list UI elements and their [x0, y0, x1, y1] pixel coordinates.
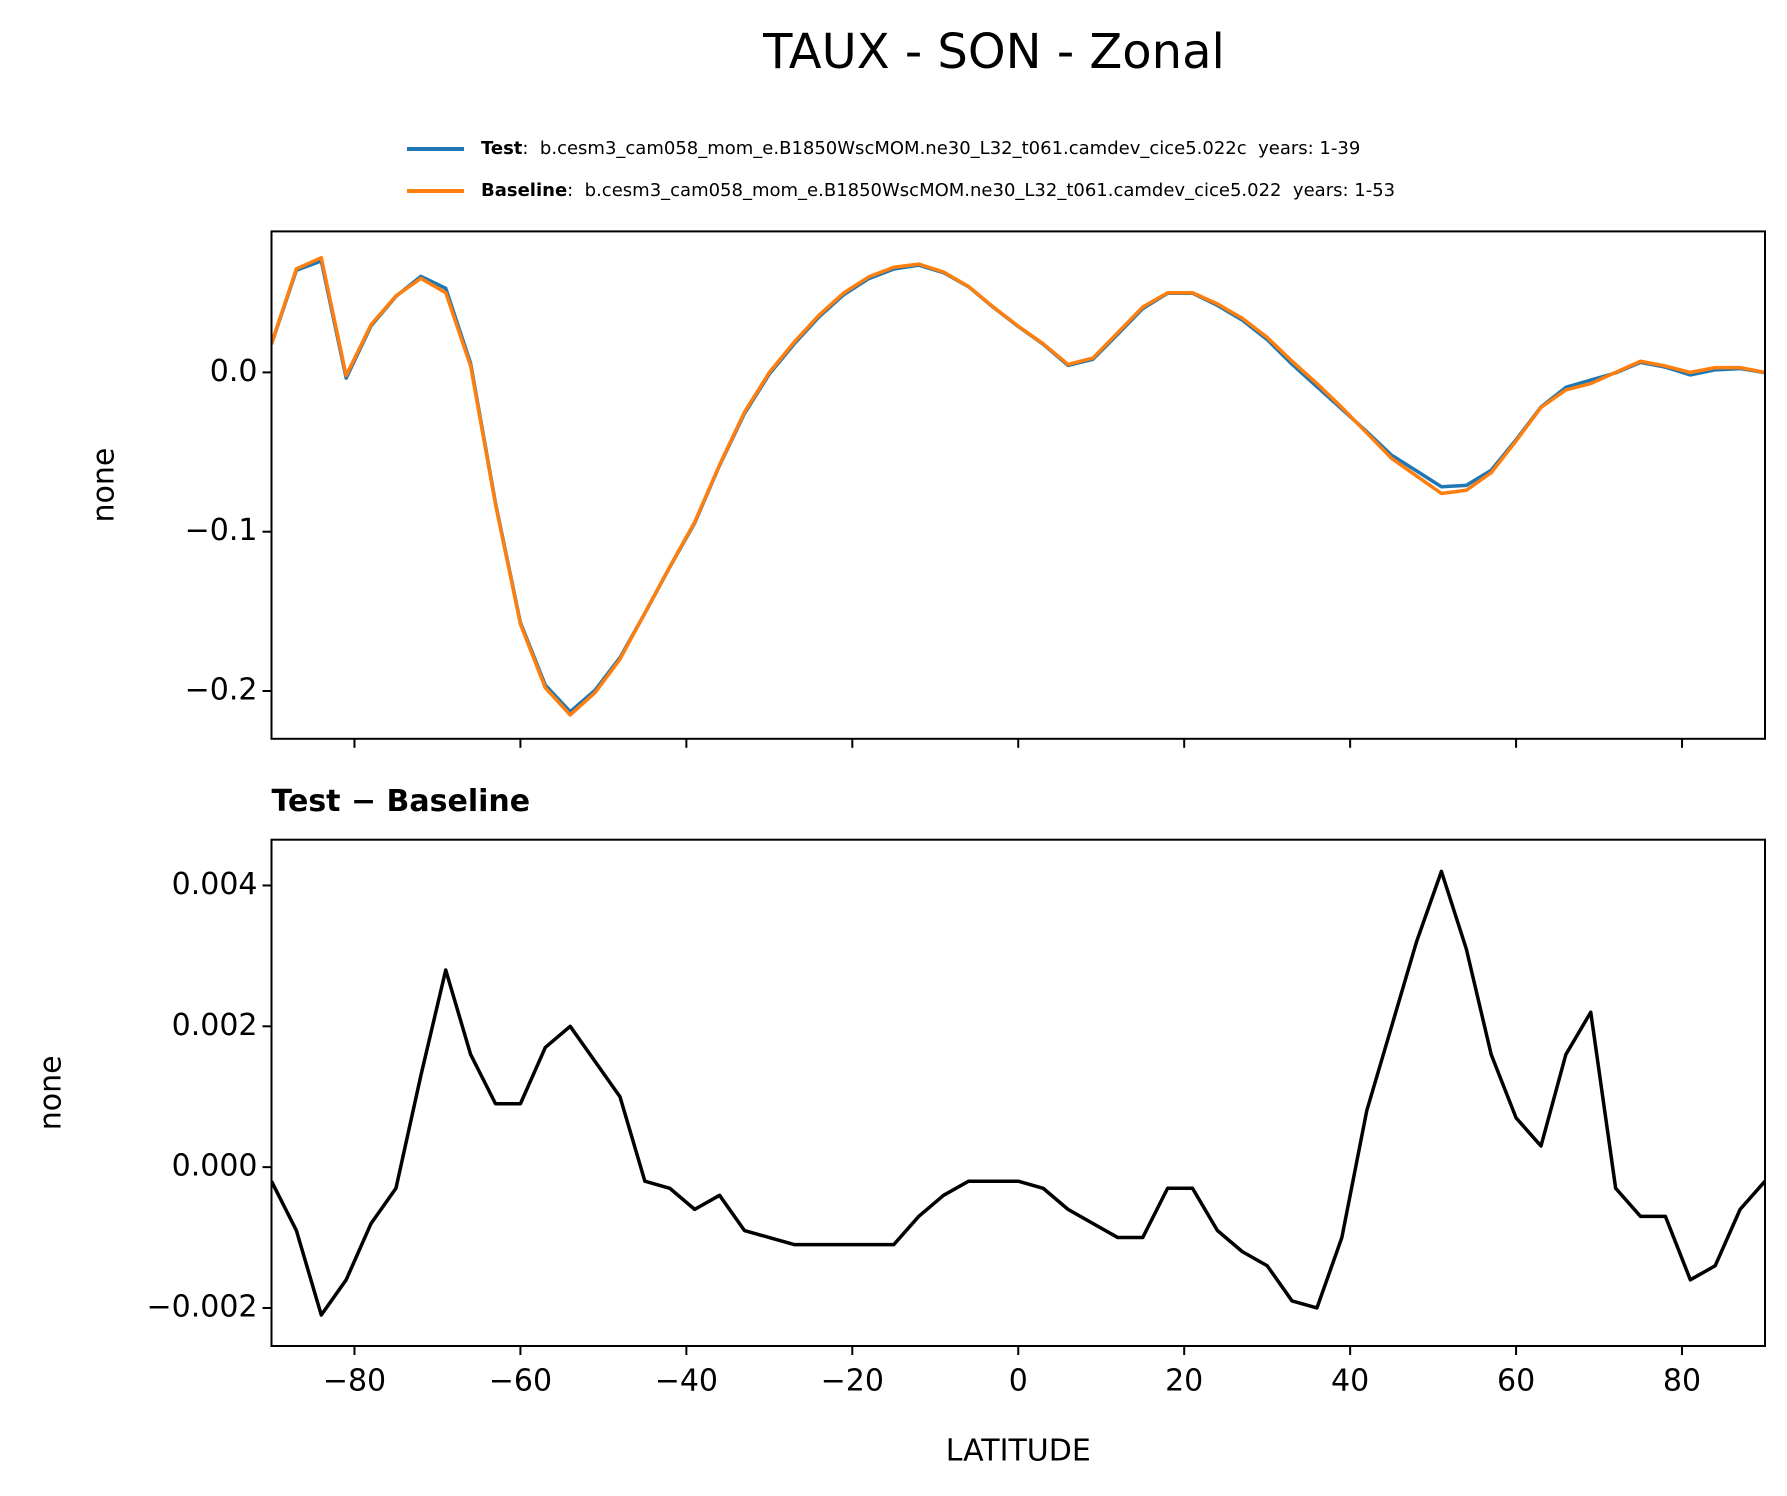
- y-tick-label: −0.1: [185, 513, 258, 548]
- y-tick-label: 0.004: [172, 867, 258, 902]
- legend-name: Baseline: [481, 180, 567, 201]
- x-axis-label: LATITUDE: [946, 1434, 1091, 1469]
- x-tick-label: 60: [1497, 1364, 1535, 1399]
- legend-entry: Baseline: b.cesm3_cam058_mom_e.B1850WscM…: [481, 180, 1395, 201]
- x-tick-label: 0: [1009, 1364, 1028, 1399]
- x-tick-label: −80: [323, 1364, 386, 1399]
- y-tick-label: 0.000: [172, 1149, 258, 1184]
- x-tick-label: 80: [1663, 1364, 1701, 1399]
- x-tick-label: 20: [1165, 1364, 1203, 1399]
- axes-frame: [270, 838, 1766, 1347]
- y-axis-label: none: [87, 448, 122, 523]
- legend-description: : b.cesm3_cam058_mom_e.B1850WscMOM.ne30_…: [522, 138, 1360, 159]
- y-tick-label: 0.0: [210, 354, 258, 389]
- x-tick-label: −20: [821, 1364, 884, 1399]
- legend-entry: Test: b.cesm3_cam058_mom_e.B1850WscMOM.n…: [481, 138, 1360, 159]
- y-tick-label: −0.2: [185, 673, 258, 708]
- y-tick-label: −0.002: [146, 1289, 257, 1324]
- line: [271, 869, 1765, 1317]
- figure-title: TAUX - SON - Zonal: [762, 24, 1225, 80]
- legend-name: Test: [481, 138, 523, 159]
- y-axis-label: none: [34, 1055, 69, 1130]
- legend-description: : b.cesm3_cam058_mom_e.B1850WscMOM.ne30_…: [567, 180, 1395, 201]
- line: [271, 255, 1765, 717]
- x-tick-label: −60: [489, 1364, 552, 1399]
- panel-title: Test − Baseline: [272, 784, 531, 819]
- x-tick-label: 40: [1331, 1364, 1369, 1399]
- y-tick-label: 0.002: [172, 1008, 258, 1043]
- x-tick-label: −40: [655, 1364, 718, 1399]
- axes-frame: [270, 230, 1766, 740]
